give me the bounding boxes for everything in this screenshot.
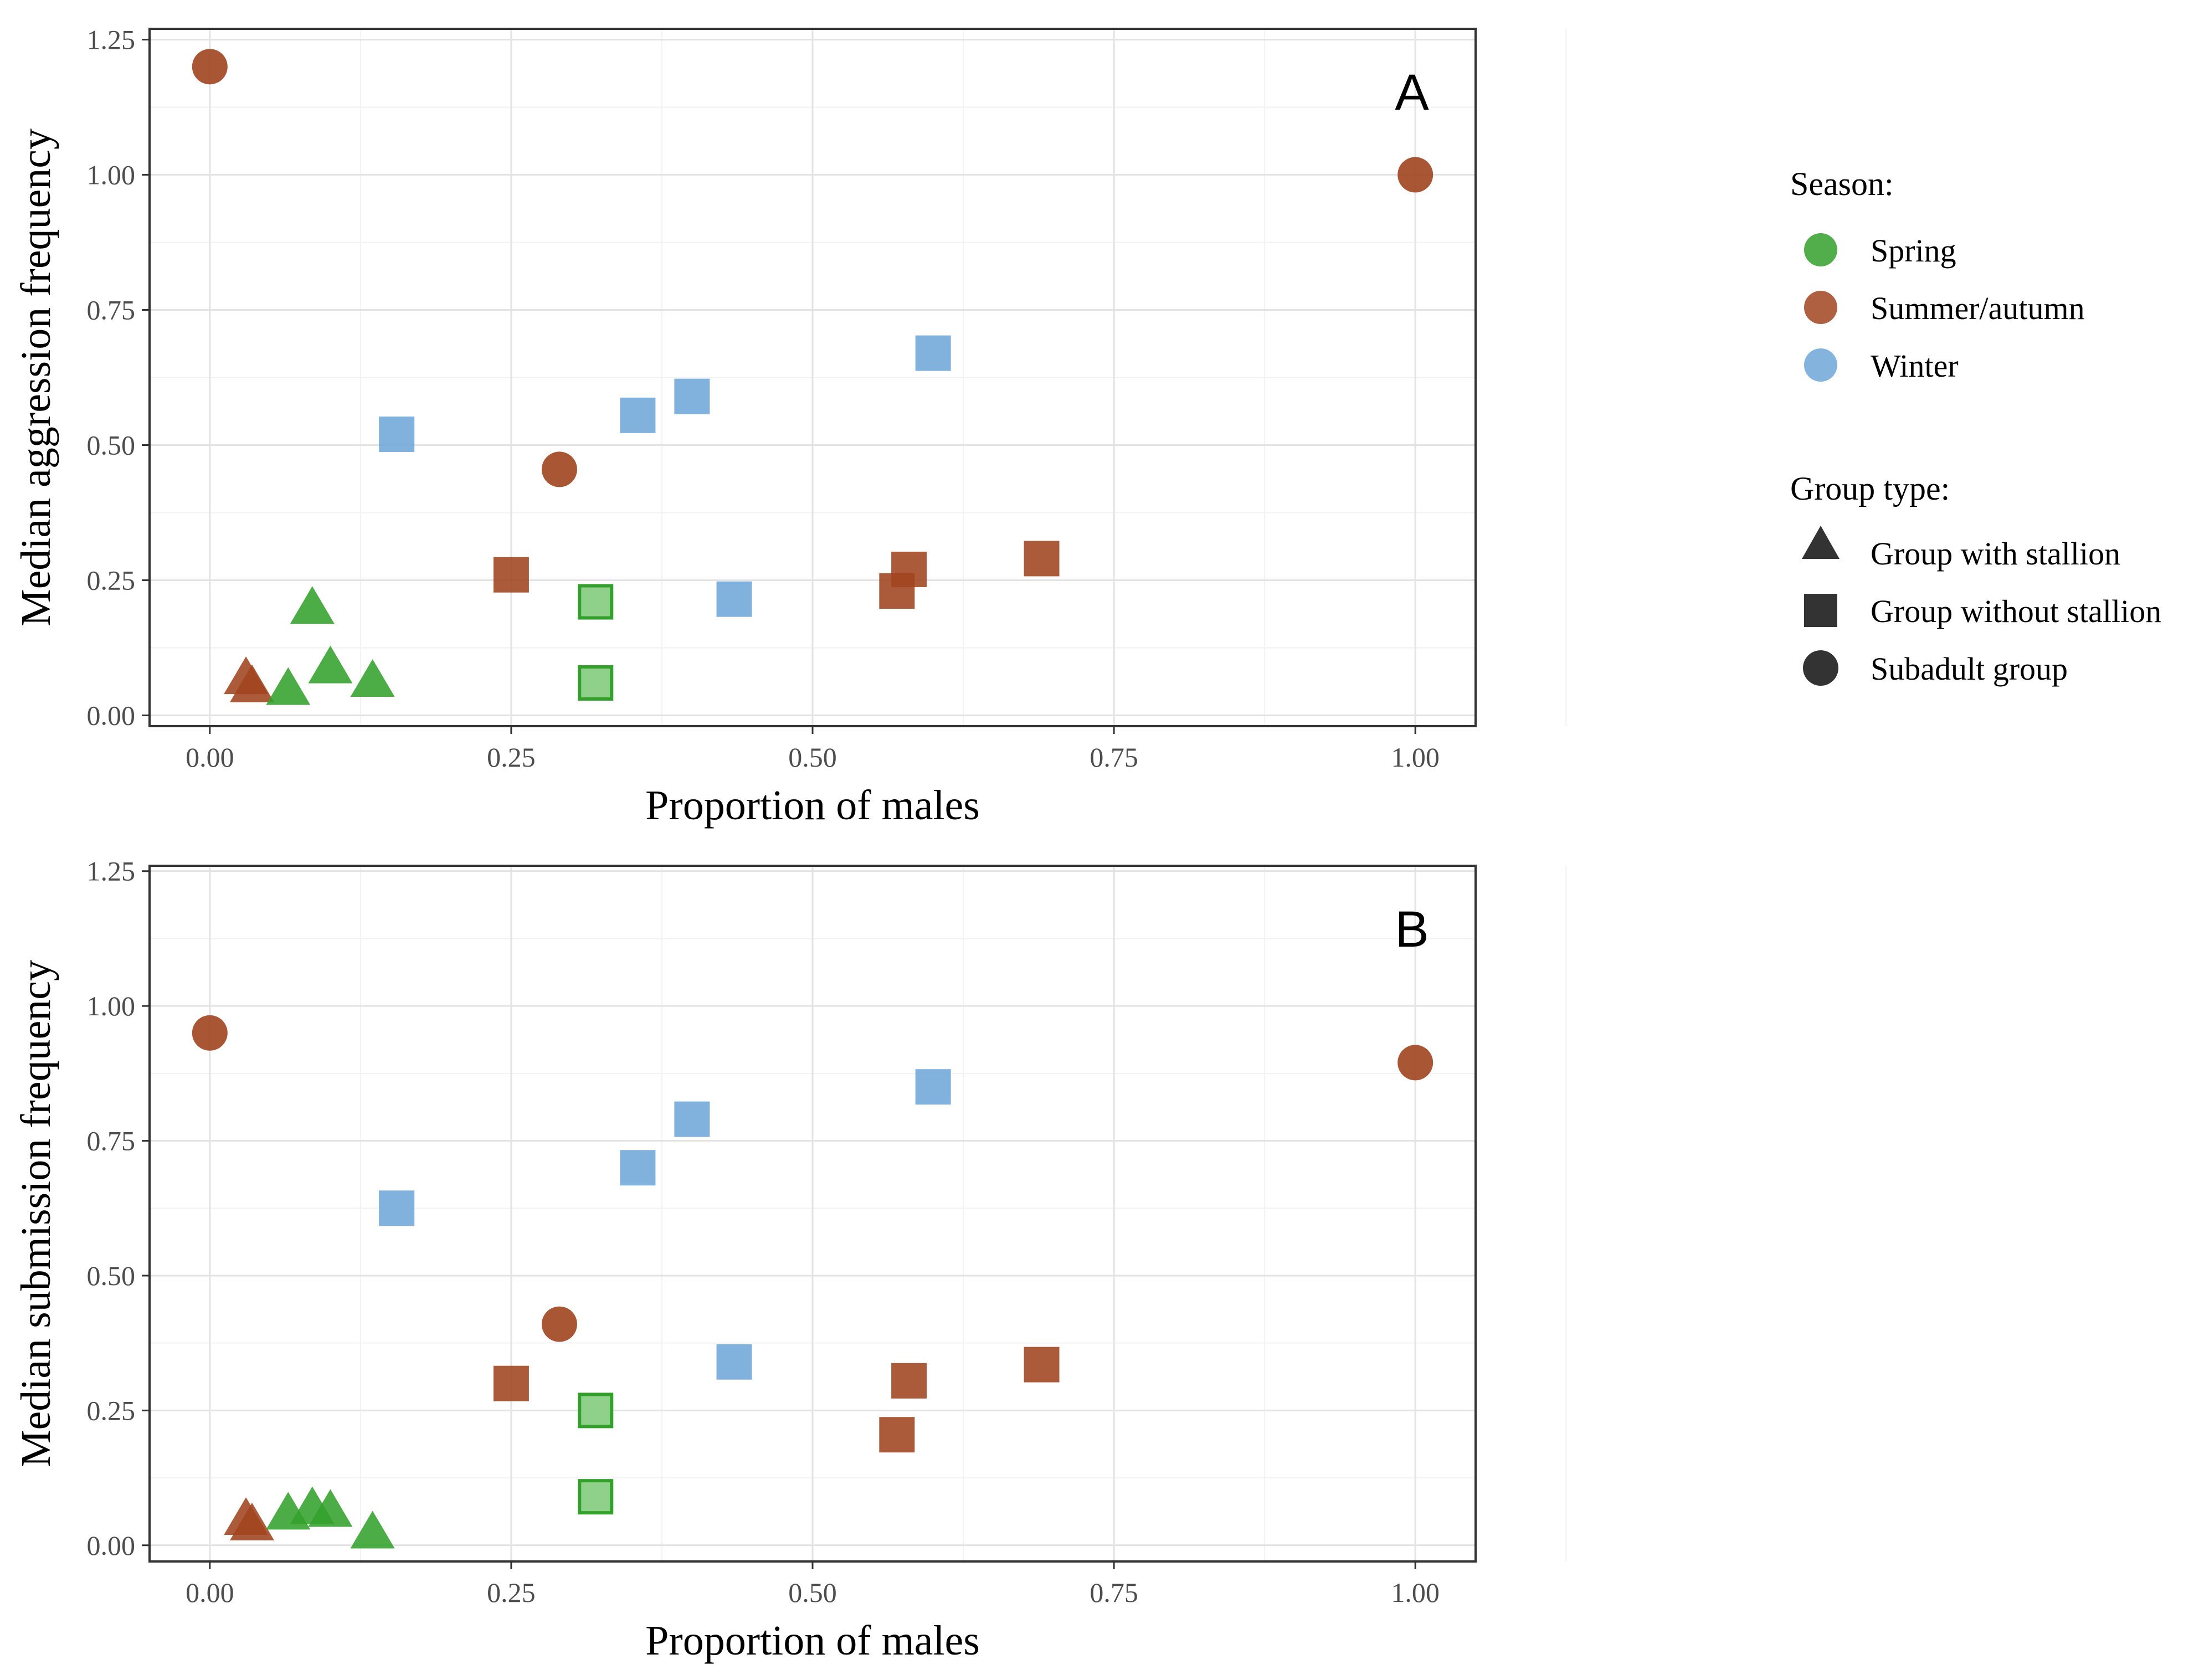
panel-b-point-summer-autumn-group-without-stallion: [891, 1363, 927, 1399]
panel-b-point-summer-autumn-group-without-stallion: [879, 1417, 915, 1453]
panel-b-point-spring-group-with-stallion: [350, 1511, 395, 1549]
panel-a-y-axis-title: Median aggression frequency: [13, 129, 59, 626]
panel-b-point-summer-autumn-group-without-stallion: [1024, 1347, 1060, 1383]
panel-a-point-spring-group-without-stallion: [578, 584, 614, 620]
panel-a: 0.00 0.25 0.50 0.75 1.00 0.00 0.25 0.50 0.75 1.00…: [13, 24, 1567, 829]
legend-group-title: Group type:: [1790, 470, 1950, 507]
panel-b-x-tick-label: 0.50: [788, 1577, 837, 1608]
panel-a-letter: A: [1395, 64, 1429, 121]
panel-a-x-axis-title: Proportion of males: [645, 782, 980, 829]
panel-a-x-tick-label: 1.00: [1391, 742, 1440, 773]
panel-b-points: [192, 1015, 1433, 1549]
legend-square-key: [1804, 594, 1837, 627]
panel-b-point-summer-autumn-subadult-group: [1397, 1045, 1433, 1081]
panel-a-x-tick-label: 0.75: [1090, 742, 1138, 773]
panel-a-point-spring-group-with-stallion: [290, 586, 335, 624]
panel-a-x-tick-label: 0.00: [186, 742, 234, 773]
panel-a-point-summer-autumn-group-with-stallion: [229, 664, 274, 702]
panel-b-x-tick-label: 0.75: [1090, 1577, 1138, 1608]
panel-b: 0.00 0.25 0.50 0.75 1.00 0.00 0.25 0.50 0.75 1.00…: [13, 856, 1567, 1664]
panel-b-point-winter-group-without-stallion: [915, 1069, 951, 1105]
panel-b-y-tick-label: 0.75: [87, 1126, 136, 1157]
panel-a-point-winter-group-without-stallion: [674, 378, 710, 414]
legend-summer-autumn-key: [1804, 291, 1837, 324]
panel-b-point-summer-autumn-subadult-group: [541, 1306, 577, 1342]
panel-b-x-axis-title: Proportion of males: [645, 1617, 980, 1664]
legend-group-without-stallion-label: Group without stallion: [1871, 593, 2161, 629]
panel-b-y-tick-label: 0.00: [87, 1530, 136, 1561]
panel-b-point-summer-autumn-subadult-group: [192, 1015, 228, 1051]
panel-b-y-tick-label: 0.50: [87, 1260, 136, 1291]
panel-a-y-tick-label: 0.75: [87, 295, 136, 326]
panel-b-x-tick-label: 0.00: [186, 1577, 234, 1608]
panel-b-y-tick-label: 0.25: [87, 1395, 136, 1426]
legend-subadult-group-label: Subadult group: [1871, 651, 2068, 687]
panel-b-point-winter-group-without-stallion: [620, 1150, 656, 1186]
panel-a-y-tick-label: 0.50: [87, 429, 136, 460]
panel-a-x-tick-label: 0.25: [487, 742, 536, 773]
panel-a-point-winter-group-without-stallion: [716, 581, 752, 617]
panel-b-y-axis-title: Median submission frequency: [13, 960, 59, 1467]
panel-a-y-tick-label: 1.00: [87, 160, 136, 191]
panel-a-point-spring-group-with-stallion: [308, 645, 353, 684]
panel-b-point-spring-group-with-stallion: [308, 1489, 353, 1527]
panel-a-point-winter-group-without-stallion: [620, 397, 656, 433]
panel-b-point-winter-group-without-stallion: [674, 1101, 710, 1137]
legend-season-title: Season:: [1790, 166, 1894, 202]
panel-a-point-summer-autumn-group-without-stallion: [1024, 541, 1060, 577]
panel-b-point-winter-group-without-stallion: [716, 1344, 752, 1380]
panel-b-point-spring-group-without-stallion: [578, 1479, 614, 1515]
panel-a-point-summer-autumn-group-without-stallion: [493, 557, 529, 593]
panel-b-grid: [150, 866, 1567, 1561]
legend-circle-key: [1803, 650, 1838, 686]
panel-a-points: [192, 49, 1433, 705]
panel-b-y-tick-label: 1.00: [87, 990, 136, 1021]
legend-winter-key: [1804, 348, 1837, 382]
legend-group-with-stallion-label: Group with stallion: [1871, 536, 2120, 572]
panel-b-point-summer-autumn-group-with-stallion: [229, 1502, 274, 1540]
panel-a-y-tick-label: 0.00: [87, 700, 136, 731]
legend-spring-key: [1804, 233, 1837, 266]
panel-a-point-spring-group-with-stallion: [350, 659, 395, 697]
legend-summer-autumn-label: Summer/autumn: [1871, 290, 2085, 326]
panel-a-point-summer-autumn-subadult-group: [1397, 157, 1433, 193]
panel-a-y-tick-label: 0.25: [87, 564, 136, 595]
panel-b-x-tick-label: 0.25: [487, 1577, 536, 1608]
panel-a-point-spring-group-without-stallion: [578, 665, 614, 701]
panel-b-point-spring-group-without-stallion: [578, 1393, 614, 1429]
panel-b-point-winter-group-without-stallion: [379, 1190, 415, 1226]
panel-a-ticks: 0.00 0.25 0.50 0.75 1.00 0.00 0.25 0.50 0.75 1.00…: [87, 24, 1440, 773]
panel-b-y-tick-label: 1.25: [87, 856, 136, 887]
legend-triangle-key: [1802, 526, 1840, 559]
legend-winter-label: Winter: [1871, 348, 1959, 384]
legend: Season: Spring Summer/autumn Winter Grou…: [1790, 166, 2161, 687]
panel-b-ticks: 0.00 0.25 0.50 0.75 1.00 0.00 0.25 0.50 0.75 1.00…: [87, 856, 1440, 1608]
panel-a-point-winter-group-without-stallion: [379, 416, 415, 452]
panel-b-point-summer-autumn-group-without-stallion: [493, 1365, 529, 1401]
legend-spring-label: Spring: [1871, 233, 1956, 269]
panel-b-letter: B: [1395, 901, 1429, 958]
panel-a-point-winter-group-without-stallion: [915, 335, 951, 371]
panel-a-point-summer-autumn-subadult-group: [192, 49, 228, 85]
panel-a-point-summer-autumn-group-without-stallion: [891, 551, 927, 587]
panel-a-point-summer-autumn-subadult-group: [541, 451, 577, 487]
panel-b-x-tick-label: 1.00: [1391, 1577, 1440, 1608]
panel-a-point-spring-group-with-stallion: [266, 667, 311, 705]
panel-a-x-tick-label: 0.50: [788, 742, 837, 773]
panel-a-y-tick-label: 1.25: [87, 24, 136, 55]
panel-a-grid: [150, 29, 1567, 726]
